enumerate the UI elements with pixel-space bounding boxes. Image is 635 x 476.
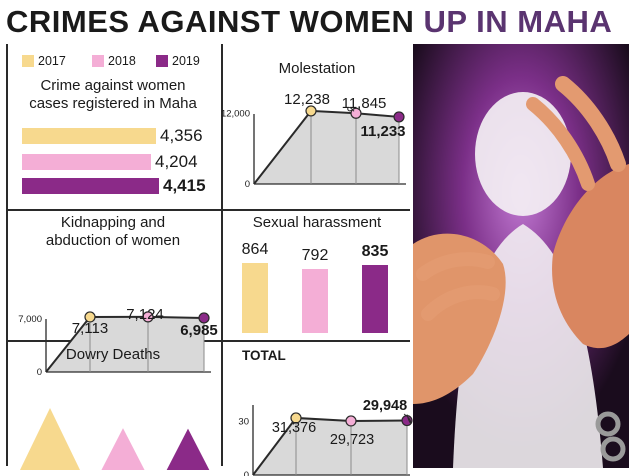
dowry-triangle-2017 — [20, 408, 80, 470]
molestation-value-label-2019: 11,233 — [360, 123, 405, 140]
total-point-2018 — [345, 415, 357, 427]
harassment-bar-label-2017: 864 — [241, 241, 269, 258]
photo-illustration — [413, 44, 629, 468]
legend-swatch-2017 — [22, 55, 34, 67]
crime-bar-label-2017: 4,356 — [160, 126, 203, 145]
dowry-triangle-2019 — [166, 428, 210, 470]
harassment-bar-2019 — [362, 265, 388, 333]
infographic: 2017 2018 2019 Crime against women cases… — [6, 44, 413, 476]
kidnap-ytick-zero: 0 — [37, 367, 42, 378]
legend-label: 2018 — [108, 54, 136, 68]
harassment-bar-label-2018: 792 — [301, 247, 329, 264]
crime-bar-2017 — [22, 128, 156, 144]
kidnap-value-label-2018: 7,124 — [126, 306, 164, 323]
crime-panel-title: Crime against women cases registered in … — [8, 77, 218, 113]
kidnap-line — [45, 315, 205, 373]
kidnap-title-line: abduction of women — [45, 232, 181, 249]
kidnap-point-2017 — [84, 311, 96, 323]
kidnap-point-2019 — [198, 312, 210, 324]
molestation-ytick-zero: 0 — [245, 179, 250, 190]
crime-bar-2019 — [22, 178, 159, 194]
molestation-chart: 12,238 11,845 11,233 12,000 0 — [221, 91, 406, 190]
molestation-leader-line — [347, 106, 355, 112]
kidnap-panel-title: Kidnapping and abduction of women — [8, 214, 218, 250]
legend-swatch-2019 — [156, 55, 168, 67]
crime-bar-2018 — [22, 154, 151, 170]
molestation-panel-title: Molestation — [278, 60, 356, 77]
total-value-label-2018: 29,723 — [330, 432, 374, 448]
grid-divider-vertical — [221, 44, 223, 466]
crime-bar-label-2018: 4,204 — [155, 152, 198, 171]
headline-accent: UP IN MAHA — [423, 4, 613, 39]
headline: CRIMES AGAINST WOMEN UP IN MAHA — [6, 2, 631, 42]
molestation-point-2017 — [305, 105, 317, 117]
grid-divider-row1 — [6, 209, 410, 211]
kidnap-ytick-top: 7,000 — [18, 314, 42, 325]
total-panel-title: TOTAL — [242, 348, 286, 363]
molestation-value-label-2017: 12,238 — [284, 91, 330, 108]
total-area — [253, 417, 407, 475]
dowry-chart: 234158156 — [20, 408, 210, 476]
total-point-2017 — [290, 412, 302, 424]
crime-title-line: cases registered in Maha — [29, 95, 197, 112]
legend-item-2018: 2018 — [92, 52, 136, 70]
dowry-panel-title: Dowry Deaths — [65, 346, 161, 363]
hands-silhouette-image — [413, 44, 629, 468]
harassment-bar-2018 — [302, 269, 328, 333]
total-value-label-2019: 29,948 — [363, 398, 407, 414]
molestation-point-2019 — [393, 111, 405, 123]
harassment-panel-title: Sexual harassment — [252, 214, 382, 231]
kidnapping-chart: 7,113 7,124 6,985 7,000 0 — [18, 306, 218, 378]
total-line — [252, 416, 408, 476]
legend-label: 2017 — [38, 54, 66, 68]
legend-label: 2019 — [172, 54, 200, 68]
total-ytick-zero: 0 — [244, 470, 249, 476]
kidnap-point-2018 — [142, 311, 154, 323]
molestation-value-label-2018: 11,845 — [342, 95, 387, 112]
kidnap-title-line: Kidnapping and — [60, 214, 166, 231]
dowry-triangle-2018 — [101, 428, 145, 470]
kidnap-area — [46, 316, 204, 372]
headline-main: CRIMES AGAINST WOMEN — [6, 4, 415, 39]
molestation-area — [254, 110, 399, 184]
molestation-line — [253, 109, 400, 185]
kidnap-value-label-2019: 6,985 — [180, 322, 218, 339]
legend-item-2019: 2019 — [156, 52, 200, 70]
legend-item-2017: 2017 — [22, 52, 66, 70]
molestation-ytick-top: 12,000 — [221, 108, 250, 119]
legend-swatch-2018 — [92, 55, 104, 67]
crime-bar-label-2019: 4,415 — [163, 176, 206, 195]
harassment-bar-2017 — [242, 263, 268, 333]
harassment-bar-label-2019: 835 — [361, 243, 389, 260]
grid-divider-row2 — [6, 340, 410, 342]
grid-border-left — [6, 44, 8, 466]
total-leader-line — [403, 413, 412, 424]
kidnap-value-label-2017: 7,113 — [72, 320, 108, 337]
total-ytick-top: 30 — [238, 416, 249, 427]
total-value-label-2017: 31,376 — [272, 420, 316, 436]
crime-title-line: Crime against women — [40, 77, 186, 94]
